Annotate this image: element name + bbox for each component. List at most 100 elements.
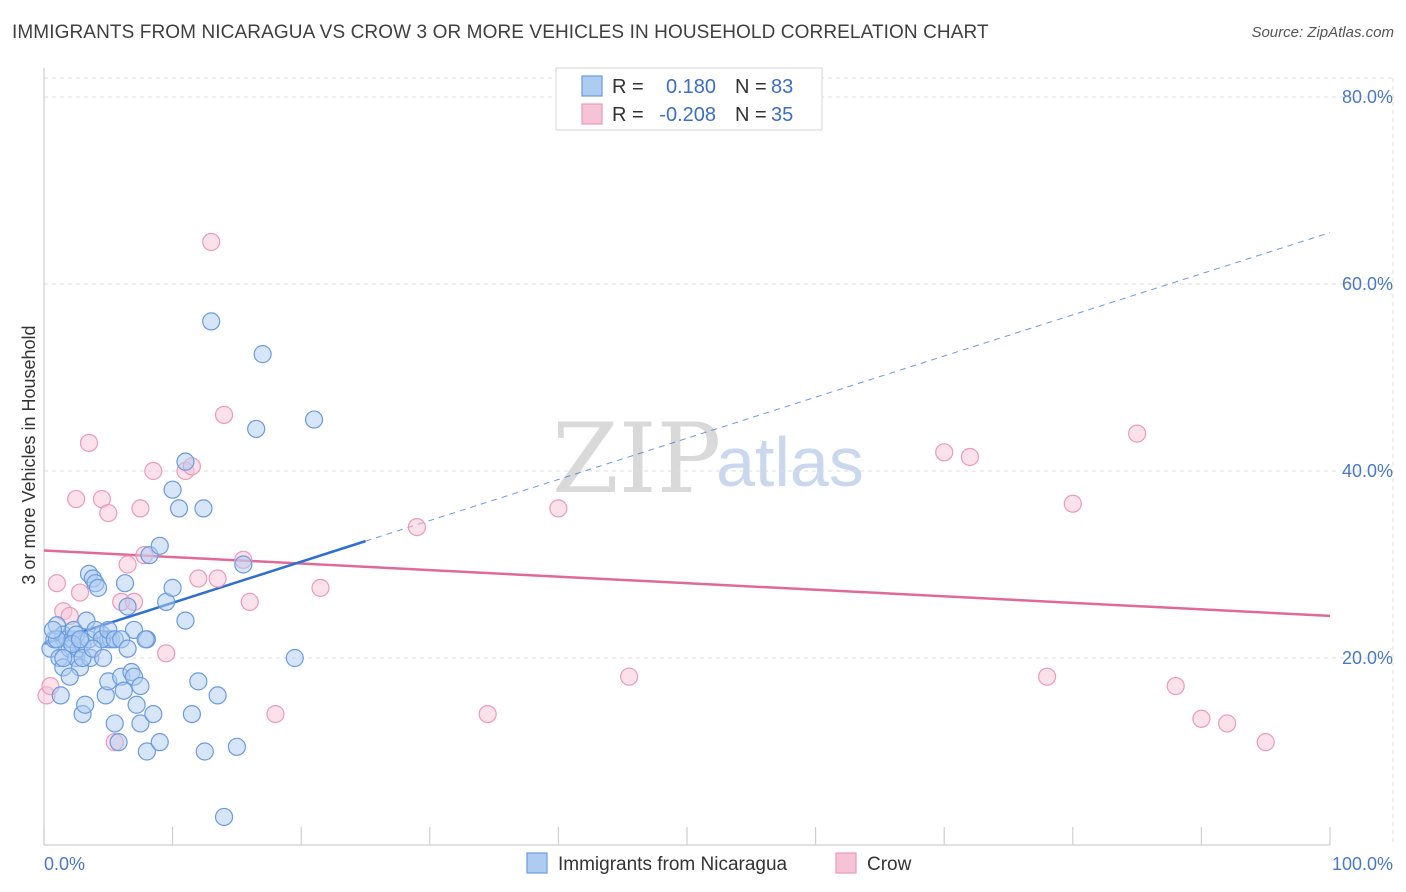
bottom-legend-label-1: Immigrants from Nicaragua <box>558 854 788 875</box>
crow-point <box>67 489 86 509</box>
nicaragua-point <box>115 574 135 593</box>
crow-point <box>1037 667 1057 686</box>
legend-swatch-blue <box>581 75 603 97</box>
nicaragua-point <box>70 630 90 649</box>
legend-swatch-pink <box>581 103 603 125</box>
bottom-legend-label-2: Crow <box>867 854 912 875</box>
watermark-zip: ZIP <box>552 403 721 515</box>
legend-r-value-2: -0.208 <box>659 104 716 126</box>
watermark-atlas: atlas <box>716 423 864 501</box>
crow-point <box>47 574 66 593</box>
nicaragua-point <box>118 597 137 616</box>
crow-point <box>189 569 208 588</box>
crow-point <box>70 583 90 602</box>
y-axis-label: 3 or more Vehicles in Household <box>19 325 39 584</box>
nicaragua-point <box>208 686 227 705</box>
nicaragua-point <box>118 639 137 658</box>
legend-n-value-2: 35 <box>771 104 793 126</box>
nicaragua-point <box>234 555 253 574</box>
x-tick-label-min: 0.0% <box>44 854 85 874</box>
legend-r-label-1: R = <box>612 76 644 98</box>
crow-point <box>549 499 568 518</box>
chart-title: IMMIGRANTS FROM NICARAGUA VS CROW 3 OR M… <box>12 22 989 43</box>
nicaragua-point <box>163 578 182 597</box>
nicaragua-point <box>195 742 214 761</box>
nicaragua-point <box>194 499 213 518</box>
nicaragua-point <box>214 807 234 827</box>
y-tick-label-80: 80.0% <box>1342 87 1393 107</box>
crow-point <box>266 704 285 724</box>
crow-point <box>620 667 639 686</box>
nicaragua-point <box>76 695 95 714</box>
crow-point <box>960 447 980 467</box>
legend-n-value-1: 83 <box>771 76 793 98</box>
crow-point <box>118 555 137 574</box>
nicaragua-point <box>114 681 133 700</box>
nicaragua-point <box>253 345 272 364</box>
x-tick-label-max: 100.0% <box>1332 854 1393 874</box>
crow-point <box>1166 676 1185 696</box>
nicaragua-point <box>127 695 146 714</box>
crow-point <box>1063 494 1082 513</box>
crow-point <box>1192 709 1211 728</box>
nicaragua-point <box>189 672 208 691</box>
nicaragua-point <box>163 480 182 499</box>
nicaragua-point <box>109 733 128 752</box>
crow-point <box>202 232 221 252</box>
bottom-legend-swatch-blue <box>526 852 548 874</box>
legend-r-label-2: R = <box>612 104 644 126</box>
crow-point <box>935 443 954 462</box>
nicaragua-point <box>247 419 266 439</box>
nicaragua-point <box>176 452 195 471</box>
y-tick-labels: 20.0% 40.0% 60.0% 80.0% <box>1342 87 1393 668</box>
y-tick-label-40: 40.0% <box>1342 461 1393 481</box>
crow-point <box>144 461 163 481</box>
nicaragua-point <box>43 620 63 640</box>
y-tick-label-60: 60.0% <box>1342 274 1393 294</box>
crow-point <box>157 644 176 663</box>
axes <box>43 68 1331 846</box>
nicaragua-point <box>202 312 221 331</box>
crow-point <box>407 517 427 537</box>
legend-n-label-2: N = <box>735 104 767 126</box>
nicaragua-point <box>94 648 113 668</box>
source-label: Source: ZipAtlas.com <box>1251 24 1394 41</box>
nicaragua-point <box>304 410 324 429</box>
nicaragua-point <box>136 630 155 649</box>
nicaragua-point <box>285 648 304 668</box>
nicaragua-point <box>150 733 169 752</box>
crow-point <box>1218 714 1237 733</box>
crow-point <box>99 503 118 523</box>
legend-n-label-1: N = <box>735 76 767 98</box>
nicaragua-point <box>105 714 124 733</box>
crow-point <box>131 499 150 518</box>
crow-point <box>240 592 259 612</box>
nicaragua-point <box>144 704 163 724</box>
crow-point <box>478 704 497 724</box>
legend: R = 0.180 N = 83 R = -0.208 N = 35 <box>555 67 823 131</box>
crow-point <box>1256 733 1275 752</box>
legend-r-value-1: 0.180 <box>666 76 716 98</box>
crow-point <box>1127 424 1147 443</box>
nicaragua-point <box>54 648 73 668</box>
nicaragua-point <box>88 578 108 597</box>
data-points <box>37 232 1275 827</box>
nicaragua-point <box>131 714 150 733</box>
nicaragua-trend-projection <box>365 232 1331 542</box>
nicaragua-point <box>150 536 169 555</box>
crow-point <box>208 569 227 588</box>
bottom-legend: Immigrants from Nicaragua Crow <box>526 852 912 875</box>
nicaragua-point <box>169 499 189 518</box>
crow-point <box>214 405 234 424</box>
nicaragua-point <box>51 686 70 705</box>
bottom-legend-swatch-pink <box>835 852 857 874</box>
crow-point <box>79 433 99 453</box>
nicaragua-point <box>131 676 150 696</box>
nicaragua-point <box>227 737 246 756</box>
y-tick-label-20: 20.0% <box>1342 648 1393 668</box>
nicaragua-point <box>182 704 201 724</box>
crow-trend-line <box>43 549 1331 618</box>
nicaragua-point <box>176 611 195 630</box>
crow-point <box>311 578 330 597</box>
